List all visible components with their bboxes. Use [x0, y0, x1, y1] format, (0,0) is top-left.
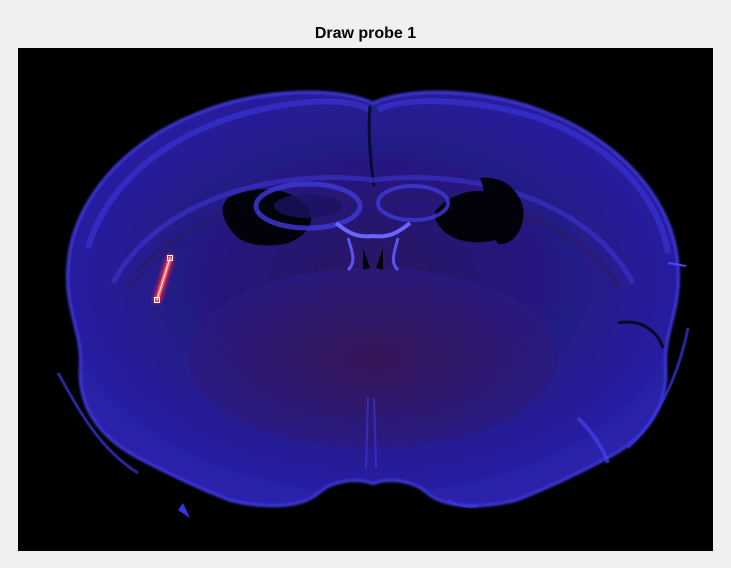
- probe-track[interactable]: [153, 254, 174, 304]
- image-axes[interactable]: [18, 48, 713, 551]
- probe-end-handle[interactable]: [154, 297, 160, 303]
- probe-start-handle[interactable]: [167, 255, 173, 261]
- brain-section-image[interactable]: [18, 48, 713, 551]
- figure-title: Draw probe 1: [314, 25, 417, 42]
- brain-tissue: [56, 90, 690, 518]
